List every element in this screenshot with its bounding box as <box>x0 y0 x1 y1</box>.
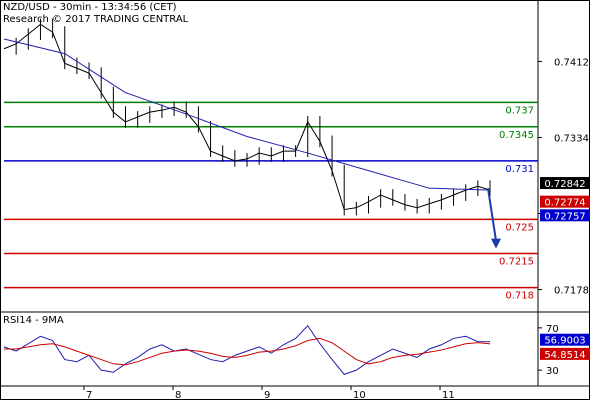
time-tick-label: 7 <box>86 390 92 400</box>
price-tick-label: 0.7334 <box>554 133 589 144</box>
level-label: 0.718 <box>505 291 534 302</box>
forecast-arrow-head <box>491 238 501 249</box>
level-label: 0.725 <box>505 222 534 233</box>
level-label: 0.7345 <box>499 130 534 141</box>
chart-subtitle: Research © 2017 TRADING CENTRAL <box>3 14 189 25</box>
rsi-tick-label: 30 <box>546 366 559 377</box>
rsi-ma-line <box>4 337 491 366</box>
forecast-arrow-shaft <box>487 188 497 241</box>
moving-average-line <box>3 38 491 191</box>
rsi-label: RSI14 - 9MA <box>3 315 64 326</box>
price-badge-label: 0.72842 <box>544 179 585 190</box>
rsi-tick-label: 70 <box>546 324 559 335</box>
level-label: 0.731 <box>505 164 534 175</box>
level-label: 0.7215 <box>499 257 534 268</box>
time-tick-label: 8 <box>175 390 181 400</box>
price-badge-label: 0.72757 <box>544 211 585 222</box>
time-tick-label: 11 <box>442 390 455 400</box>
rsi-line <box>3 324 491 375</box>
price-badge <box>540 195 590 208</box>
rsi-badge-label: 54.8514 <box>544 350 585 361</box>
rsi-badge-label: 56.9003 <box>544 336 585 347</box>
rsi-badge <box>540 347 590 360</box>
price-badge <box>540 177 590 190</box>
price-badge <box>540 209 590 222</box>
time-tick-label: 9 <box>264 390 270 400</box>
time-tick-label: 10 <box>353 390 366 400</box>
level-label: 0.737 <box>505 105 534 116</box>
price-line <box>3 23 491 211</box>
price-tick-label: 0.7178 <box>554 286 589 297</box>
chart-title: NZD/USD - 30min - 13:34:56 (CET) <box>3 2 177 13</box>
price-tick-label: 0.7412 <box>554 57 589 68</box>
rsi-badge <box>540 333 590 346</box>
price-badge-label: 0.72774 <box>544 198 585 209</box>
